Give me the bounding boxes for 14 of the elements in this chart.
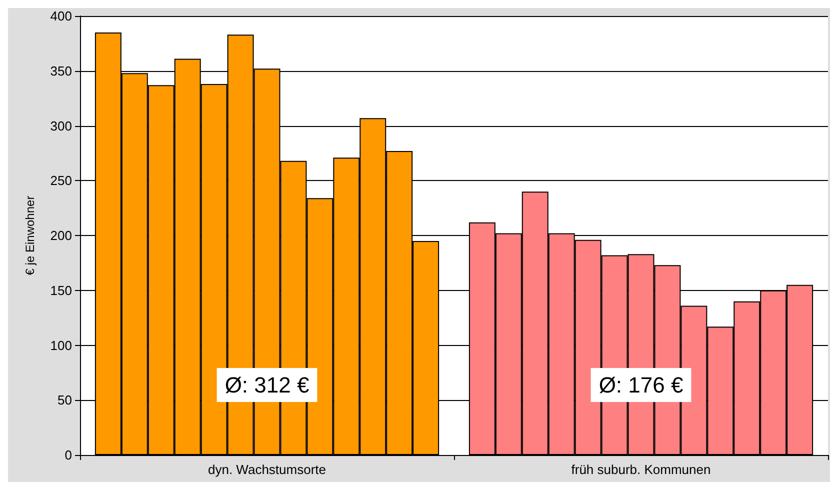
- y-tick-label: 0: [64, 448, 72, 462]
- annotation: Ø: 312 €: [224, 372, 310, 398]
- y-axis-title: € je Einwohner: [23, 196, 37, 276]
- y-tick-label: 400: [50, 8, 72, 24]
- y-tick-label: 150: [50, 282, 72, 298]
- y-tick-label: 200: [50, 228, 72, 243]
- y-tick-label: 250: [50, 173, 72, 188]
- x-tick-label: früh suburb. Kommunen: [571, 462, 711, 477]
- annotation: Ø: 176 €: [598, 372, 684, 398]
- x-tick-label: dyn. Wachstumsorte: [208, 462, 326, 477]
- y-tick-label: 50: [58, 392, 72, 408]
- y-tick-label: 300: [50, 118, 72, 134]
- y-tick-label: 100: [50, 338, 72, 353]
- y-tick-label: 350: [50, 63, 72, 78]
